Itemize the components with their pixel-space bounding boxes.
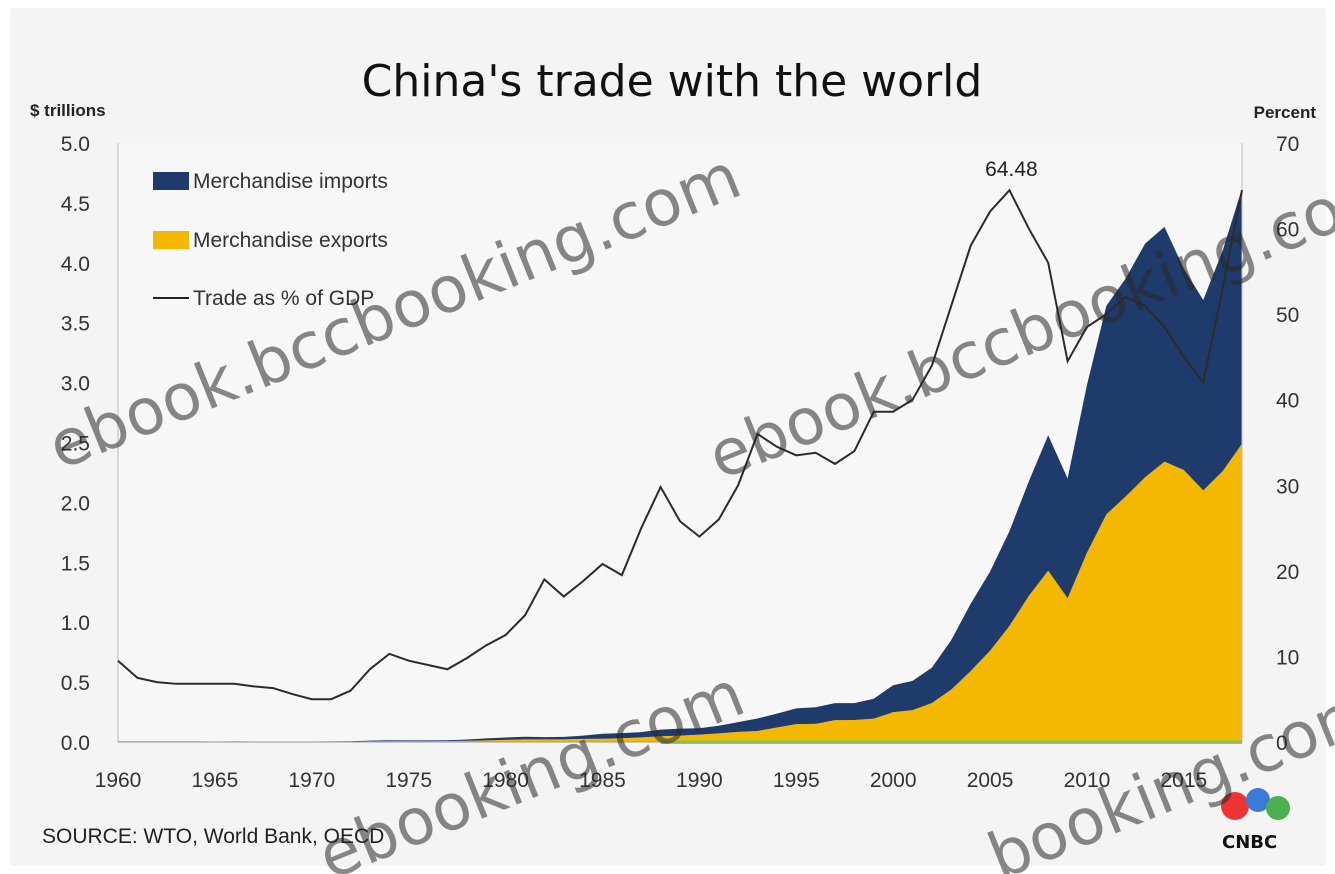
x-tick-label: 2015 xyxy=(1161,769,1208,792)
peak-annotation: 64.48 xyxy=(985,158,1038,181)
y-left-tick-label: 4.0 xyxy=(61,253,90,276)
y-right-tick-label: 0 xyxy=(1276,732,1288,755)
chart-title: China's trade with the world xyxy=(362,56,983,107)
y-right-tick-label: 40 xyxy=(1276,390,1299,413)
y-right-tick-label: 30 xyxy=(1276,475,1299,498)
x-tick-label: 1985 xyxy=(579,769,626,792)
y-left-tick-label: 2.5 xyxy=(61,433,90,456)
y-right-tick-label: 50 xyxy=(1276,304,1299,327)
x-tick-label: 1965 xyxy=(192,769,239,792)
x-tick-label: 2000 xyxy=(870,769,917,792)
peacock-icon xyxy=(1221,788,1290,820)
x-tick-label: 1975 xyxy=(385,769,432,792)
legend-swatch xyxy=(153,231,189,249)
source-note: SOURCE: WTO, World Bank, OECD xyxy=(42,825,384,848)
y-left-tick-label: 0.5 xyxy=(61,672,90,695)
x-tick-label: 1990 xyxy=(676,769,723,792)
x-tick-label: 1995 xyxy=(773,769,820,792)
exports-area xyxy=(118,443,1242,742)
x-tick-label: 1970 xyxy=(288,769,335,792)
cnbc-logo: CNBC xyxy=(1221,788,1290,853)
y-left-tick-label: 4.5 xyxy=(61,193,90,216)
y-right-axis-label: Percent xyxy=(1254,103,1317,122)
y-left-tick-label: 3.0 xyxy=(61,373,90,396)
legend-swatch xyxy=(153,172,189,190)
x-tick-label: 2005 xyxy=(967,769,1014,792)
x-tick-label: 1980 xyxy=(482,769,529,792)
plot-area: 64.48 0.0 0.5 1.0 1.5 2.0 2.5 3.0 3.5 4.0 4.5 5.0 0 1… xyxy=(61,133,1300,792)
legend: Merchandise imports Merchandise exports Tr… xyxy=(153,170,388,310)
legend-label: Trade as % of GDP xyxy=(193,287,374,310)
y-left-tick-label: 1.5 xyxy=(61,552,90,575)
y-left-tick-label: 0.0 xyxy=(61,732,90,755)
trade-pct-gdp-line xyxy=(117,188,1243,701)
y-left-axis-label: $ trillions xyxy=(30,101,106,120)
y-right-tick-label: 10 xyxy=(1276,646,1299,669)
legend-label: Merchandise exports xyxy=(193,229,388,252)
x-tick-label: 1960 xyxy=(95,769,142,792)
y-right-tick-label: 20 xyxy=(1276,561,1299,584)
y-left-tick-label: 5.0 xyxy=(61,133,90,156)
x-tick-label: 2010 xyxy=(1064,769,1111,792)
y-left-tick-label: 3.5 xyxy=(61,313,90,336)
legend-label: Merchandise imports xyxy=(193,170,388,193)
y-right-tick-label: 70 xyxy=(1276,133,1299,156)
logo-text: CNBC xyxy=(1222,832,1277,853)
y-right-tick-label: 60 xyxy=(1276,219,1299,242)
y-left-tick-label: 1.0 xyxy=(61,612,90,635)
y-left-tick-label: 2.0 xyxy=(61,492,90,515)
